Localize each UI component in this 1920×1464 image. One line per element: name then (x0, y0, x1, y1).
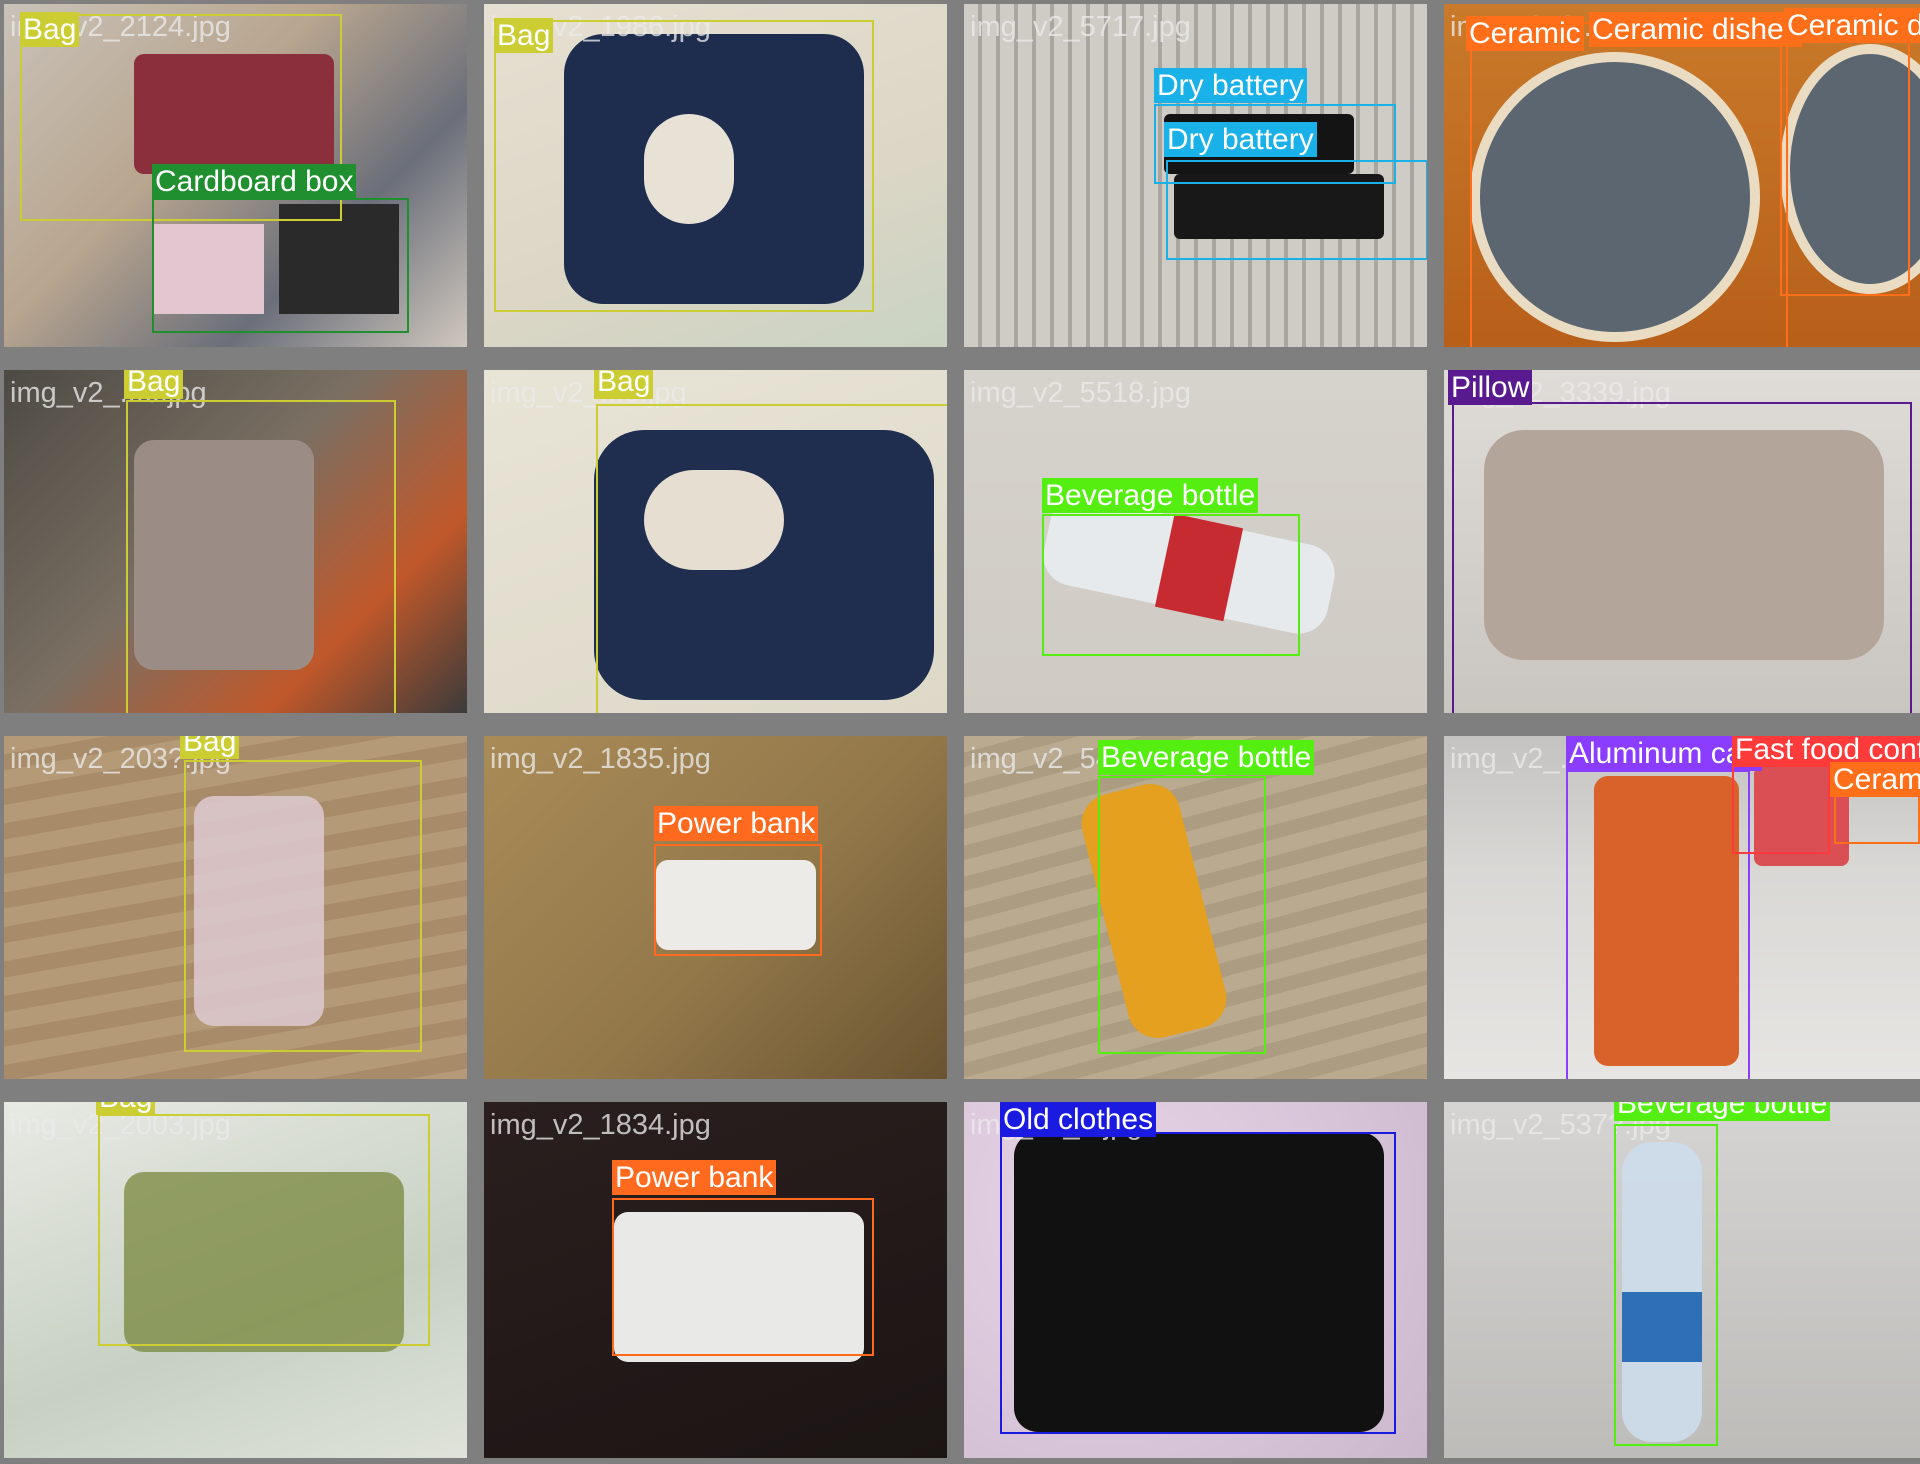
tile-6[interactable]: img_v2_...0.jpg Bag (484, 370, 947, 713)
label-ceramic-2: Ceramic d (1784, 8, 1920, 43)
bbox-cardboard-box (152, 198, 409, 333)
tile-2[interactable]: img_v2_1986.jpg Bag (484, 4, 947, 347)
bbox-bag (596, 404, 947, 713)
label-ceramic: Ceramic (1830, 762, 1920, 797)
tile-9[interactable]: img_v2_203?.jpg Bag (4, 736, 467, 1079)
label-bag: Bag (96, 1102, 155, 1115)
label-cardboard-box: Cardboard box (152, 164, 356, 199)
tile-4[interactable]: img_v2_2... Ceramic Ceramic dishes Ceram… (1444, 4, 1920, 347)
label-ceramic-dishes: Ceramic dishes (1589, 12, 1802, 47)
tile-16[interactable]: img_v2_537?.jpg Beverage bottle (1444, 1102, 1920, 1458)
bbox-fast-food (1732, 762, 1830, 854)
tile-5[interactable]: img_v2_...6.jpg Bag (4, 370, 467, 713)
tile-3[interactable]: img_v2_5717.jpg Dry battery Dry battery (964, 4, 1427, 347)
bbox-ceramic-dishes (1780, 20, 1910, 296)
bbox-ceramic (1834, 792, 1920, 844)
label-bag: Bag (124, 370, 183, 399)
label-beverage-bottle: Beverage bottle (1098, 740, 1314, 775)
bbox-dry-battery-2 (1166, 160, 1427, 260)
bbox-old-clothes (1000, 1132, 1396, 1434)
label-beverage-bottle: Beverage bottle (1042, 478, 1258, 513)
bbox-beverage-bottle (1614, 1124, 1718, 1446)
label-bag: Bag (494, 18, 553, 53)
label-ceramic-1: Ceramic (1466, 16, 1584, 51)
bbox-beverage-bottle (1098, 776, 1266, 1054)
bbox-bag (494, 20, 874, 312)
label-old-clothes: Old clothes (1000, 1102, 1156, 1137)
tile-12[interactable]: img_v2_... Aluminum can Fast food contai… (1444, 736, 1920, 1079)
label-beverage-bottle: Beverage bottle (1614, 1102, 1830, 1121)
label-pillow: Pillow (1448, 370, 1532, 405)
bbox-bag (126, 400, 396, 713)
label-power-bank: Power bank (612, 1160, 776, 1195)
label-bag: Bag (180, 736, 239, 759)
tile-1[interactable]: img_v2_2124.jpg Bag Cardboard box (4, 4, 467, 347)
bbox-power-bank (654, 844, 822, 956)
bbox-ceramic-1 (1470, 22, 1788, 347)
bbox-bag (184, 760, 422, 1052)
tile-15[interactable]: img_v2_...jpg Old clothes (964, 1102, 1427, 1458)
bbox-beverage-bottle (1042, 514, 1300, 656)
label-bag: Bag (20, 12, 79, 47)
tile-14[interactable]: img_v2_1834.jpg Power bank (484, 1102, 947, 1458)
tile-11[interactable]: img_v2_5490.jpg Beverage bottle (964, 736, 1427, 1079)
bbox-aluminum-can (1566, 770, 1750, 1079)
bbox-pillow (1452, 402, 1912, 713)
tile-13[interactable]: img_v2_2003.jpg Bag (4, 1102, 467, 1458)
bbox-power-bank (612, 1198, 874, 1356)
label-bag: Bag (594, 370, 653, 399)
label-dry-battery-1: Dry battery (1154, 68, 1307, 103)
tile-10[interactable]: img_v2_1835.jpg Power bank (484, 736, 947, 1079)
label-dry-battery-2: Dry battery (1164, 122, 1317, 157)
bbox-bag (98, 1114, 430, 1346)
tile-7[interactable]: img_v2_5518.jpg Beverage bottle (964, 370, 1427, 713)
tile-8[interactable]: img_v2_3339.jpg Pillow (1444, 370, 1920, 713)
label-power-bank: Power bank (654, 806, 818, 841)
